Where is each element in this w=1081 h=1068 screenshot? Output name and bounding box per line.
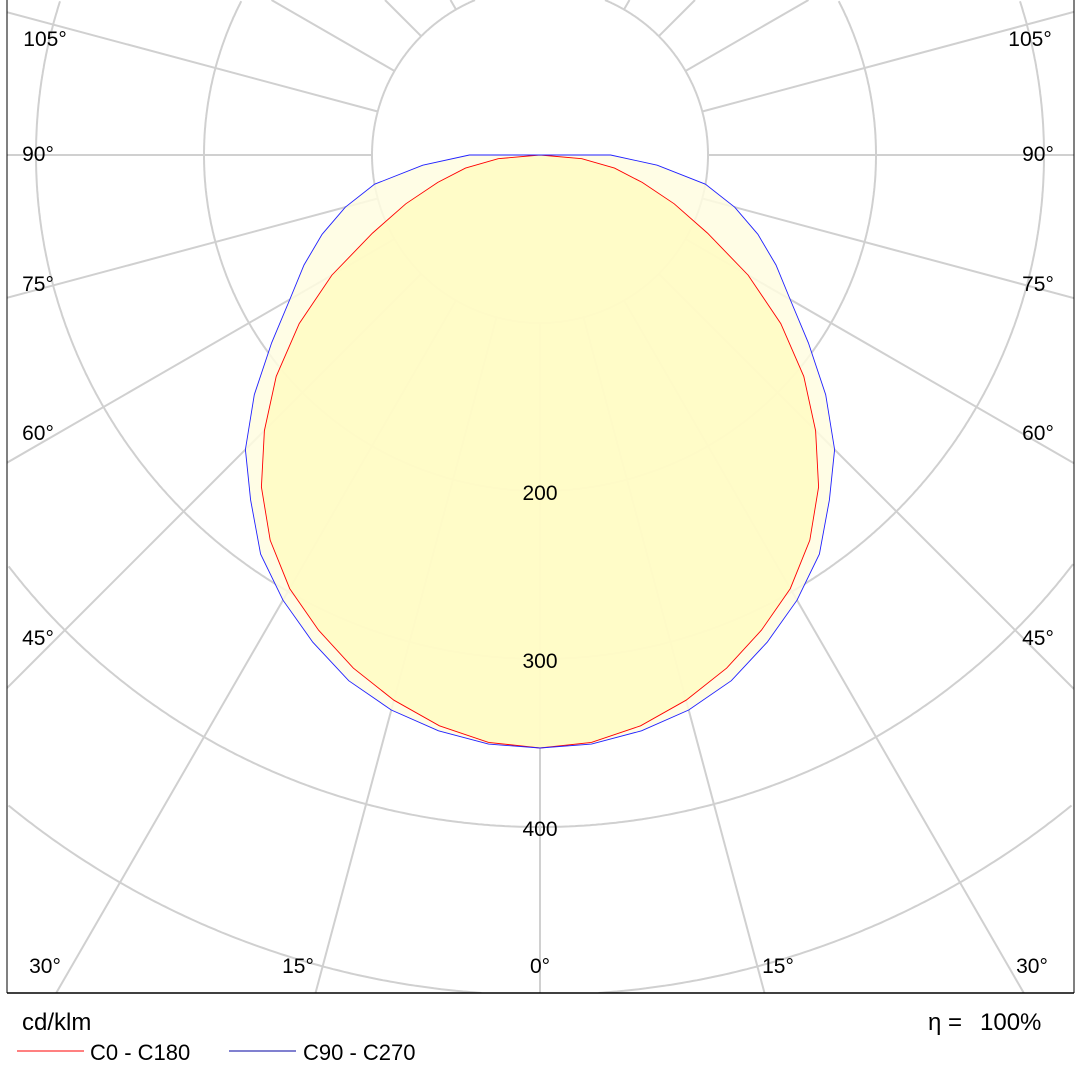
grid-spoke-285 — [7, 197, 378, 299]
grid-spoke-150 — [623, 0, 631, 11]
grid-spoke-105 — [702, 10, 1074, 113]
grid-spoke-240 — [271, 0, 395, 72]
series-line-c90-c270 — [244, 154, 836, 749]
radial-tick-label: 200 — [522, 482, 557, 505]
angle-label: 90° — [22, 143, 54, 166]
grid-spoke-255 — [7, 11, 378, 113]
grid-spoke-210 — [449, 0, 457, 11]
angle-label: 90° — [1022, 143, 1054, 166]
grid-spoke-120 — [685, 0, 809, 72]
angle-label: 45° — [1022, 627, 1054, 650]
angle-label: 15° — [282, 955, 314, 978]
angle-label: 75° — [22, 273, 54, 296]
grid-spoke-225 — [384, 0, 422, 37]
angle-label: 45° — [22, 627, 54, 650]
grid-ring-500 — [7, 804, 1073, 993]
angle-label: 75° — [1022, 273, 1054, 296]
fill-c0-c180 — [261, 155, 819, 748]
grid-ring-400 — [7, 563, 1074, 828]
angle-label: 0° — [530, 955, 550, 978]
axis-labels: 200 300 400 0° 15° 15° 30° 30° 45° 45° 60° 60° 75° 75… — [22, 28, 1054, 978]
angle-label: 30° — [1016, 955, 1048, 978]
efficiency-symbol: η = — [928, 1009, 962, 1036]
grid-spoke-75 — [702, 197, 1074, 300]
efficiency-value: 100% — [980, 1009, 1041, 1036]
legend-label-c0-c180: C0 - C180 — [90, 1040, 190, 1065]
intensity-fill — [245, 155, 835, 748]
radial-tick-label: 300 — [522, 650, 557, 673]
legend-label-c90-c270: C90 - C270 — [303, 1040, 416, 1065]
angle-label: 15° — [762, 955, 794, 978]
angle-label: 105° — [1008, 28, 1051, 51]
angle-label: 30° — [29, 955, 61, 978]
unit-label: cd/klm — [22, 1009, 91, 1036]
angle-label: 60° — [22, 422, 54, 445]
grid-spoke-135 — [658, 0, 696, 37]
angle-label: 60° — [1022, 422, 1054, 445]
radial-tick-label: 400 — [522, 818, 557, 841]
series-curves — [244, 154, 836, 749]
angle-label: 105° — [23, 28, 66, 51]
